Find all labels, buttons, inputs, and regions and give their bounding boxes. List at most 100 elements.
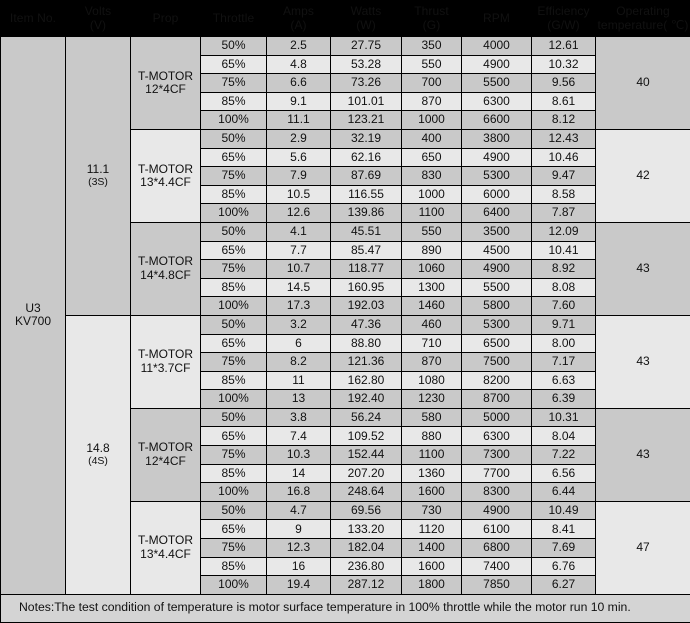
watts-value: 139.86 — [331, 204, 402, 223]
amps-value: 2.9 — [267, 129, 331, 148]
rpm-value: 8700 — [462, 390, 532, 409]
header-line-1: Efficiency — [532, 5, 595, 18]
thrust-value: 1000 — [402, 185, 462, 204]
amps-value: 11.1 — [267, 111, 331, 130]
amps-value: 13 — [267, 390, 331, 409]
watts-value: 73.26 — [331, 74, 402, 93]
rpm-value: 6000 — [462, 185, 532, 204]
volts-cell-count: (4S) — [66, 456, 130, 468]
column-header-volts: Volts(V) — [66, 1, 131, 37]
watts-value: 162.80 — [331, 371, 402, 390]
efficiency-value: 8.12 — [532, 111, 596, 130]
efficiency-value: 6.44 — [532, 483, 596, 502]
amps-value: 4.1 — [267, 222, 331, 241]
rpm-value: 3500 — [462, 222, 532, 241]
prop-size: 13*4.4CF — [131, 176, 200, 189]
amps-value: 16.8 — [267, 483, 331, 502]
watts-value: 123.21 — [331, 111, 402, 130]
prop-size: 13*4.4CF — [131, 548, 200, 561]
amps-value: 7.9 — [267, 167, 331, 186]
item-no-line-1: U3 — [1, 302, 65, 315]
watts-value: 88.80 — [331, 334, 402, 353]
throttle-value: 50% — [201, 129, 267, 148]
prop-brand: T-MOTOR — [131, 348, 200, 361]
column-header-thrust: Thrust(G) — [402, 1, 462, 37]
rpm-value: 4900 — [462, 148, 532, 167]
amps-value: 3.8 — [267, 408, 331, 427]
prop-brand: T-MOTOR — [131, 163, 200, 176]
amps-value: 14 — [267, 464, 331, 483]
operating-temperature-cell: 42 — [596, 129, 690, 222]
amps-value: 2.5 — [267, 37, 331, 56]
header-line-1: Thrust — [402, 5, 461, 18]
watts-value: 152.44 — [331, 446, 402, 465]
rpm-value: 4900 — [462, 55, 532, 74]
column-header-watts: Watts(W) — [331, 1, 402, 37]
watts-value: 287.12 — [331, 576, 402, 595]
watts-value: 109.52 — [331, 427, 402, 446]
thrust-value: 830 — [402, 167, 462, 186]
amps-value: 19.4 — [267, 576, 331, 595]
throttle-value: 75% — [201, 446, 267, 465]
header-line-2: temperature( ℃) — [596, 19, 690, 32]
thrust-value: 400 — [402, 129, 462, 148]
throttle-value: 85% — [201, 185, 267, 204]
watts-value: 47.36 — [331, 315, 402, 334]
header-line-1: RPM — [462, 12, 531, 25]
amps-value: 12.3 — [267, 539, 331, 558]
footer-row: Notes:The test condition of temperature … — [1, 594, 690, 622]
header-line-2: (V) — [66, 19, 130, 32]
amps-value: 3.2 — [267, 315, 331, 334]
operating-temperature-cell: 43 — [596, 408, 690, 501]
thrust-value: 550 — [402, 222, 462, 241]
amps-value: 7.4 — [267, 427, 331, 446]
efficiency-value: 8.04 — [532, 427, 596, 446]
efficiency-value: 10.31 — [532, 408, 596, 427]
efficiency-value: 9.71 — [532, 315, 596, 334]
thrust-value: 1230 — [402, 390, 462, 409]
rpm-value: 7700 — [462, 464, 532, 483]
throttle-value: 85% — [201, 371, 267, 390]
throttle-value: 75% — [201, 260, 267, 279]
throttle-value: 65% — [201, 148, 267, 167]
efficiency-value: 12.09 — [532, 222, 596, 241]
efficiency-value: 9.47 — [532, 167, 596, 186]
throttle-value: 50% — [201, 315, 267, 334]
amps-value: 14.5 — [267, 278, 331, 297]
watts-value: 53.28 — [331, 55, 402, 74]
efficiency-value: 7.22 — [532, 446, 596, 465]
rpm-value: 5800 — [462, 297, 532, 316]
rpm-value: 6500 — [462, 334, 532, 353]
notes-text: Notes:The test condition of temperature … — [1, 594, 690, 622]
efficiency-value: 8.41 — [532, 520, 596, 539]
throttle-value: 100% — [201, 111, 267, 130]
amps-value: 7.7 — [267, 241, 331, 260]
rpm-value: 3800 — [462, 129, 532, 148]
prop-brand: T-MOTOR — [131, 441, 200, 454]
header-line-2: (A) — [267, 19, 330, 32]
efficiency-value: 12.43 — [532, 129, 596, 148]
amps-value: 17.3 — [267, 297, 331, 316]
throttle-value: 100% — [201, 483, 267, 502]
rpm-value: 6800 — [462, 539, 532, 558]
efficiency-value: 6.63 — [532, 371, 596, 390]
rpm-value: 7400 — [462, 557, 532, 576]
prop-size: 12*4CF — [131, 83, 200, 96]
thrust-value: 350 — [402, 37, 462, 56]
rpm-value: 7300 — [462, 446, 532, 465]
volts-cell: 11.1(3S) — [66, 37, 131, 316]
watts-value: 27.75 — [331, 37, 402, 56]
thrust-value: 1300 — [402, 278, 462, 297]
amps-value: 9 — [267, 520, 331, 539]
header-line-1: Item No. — [1, 12, 65, 25]
rpm-value: 4000 — [462, 37, 532, 56]
throttle-value: 100% — [201, 390, 267, 409]
operating-temperature-cell: 47 — [596, 501, 690, 594]
rpm-value: 5300 — [462, 167, 532, 186]
thrust-value: 1120 — [402, 520, 462, 539]
rpm-value: 4900 — [462, 260, 532, 279]
